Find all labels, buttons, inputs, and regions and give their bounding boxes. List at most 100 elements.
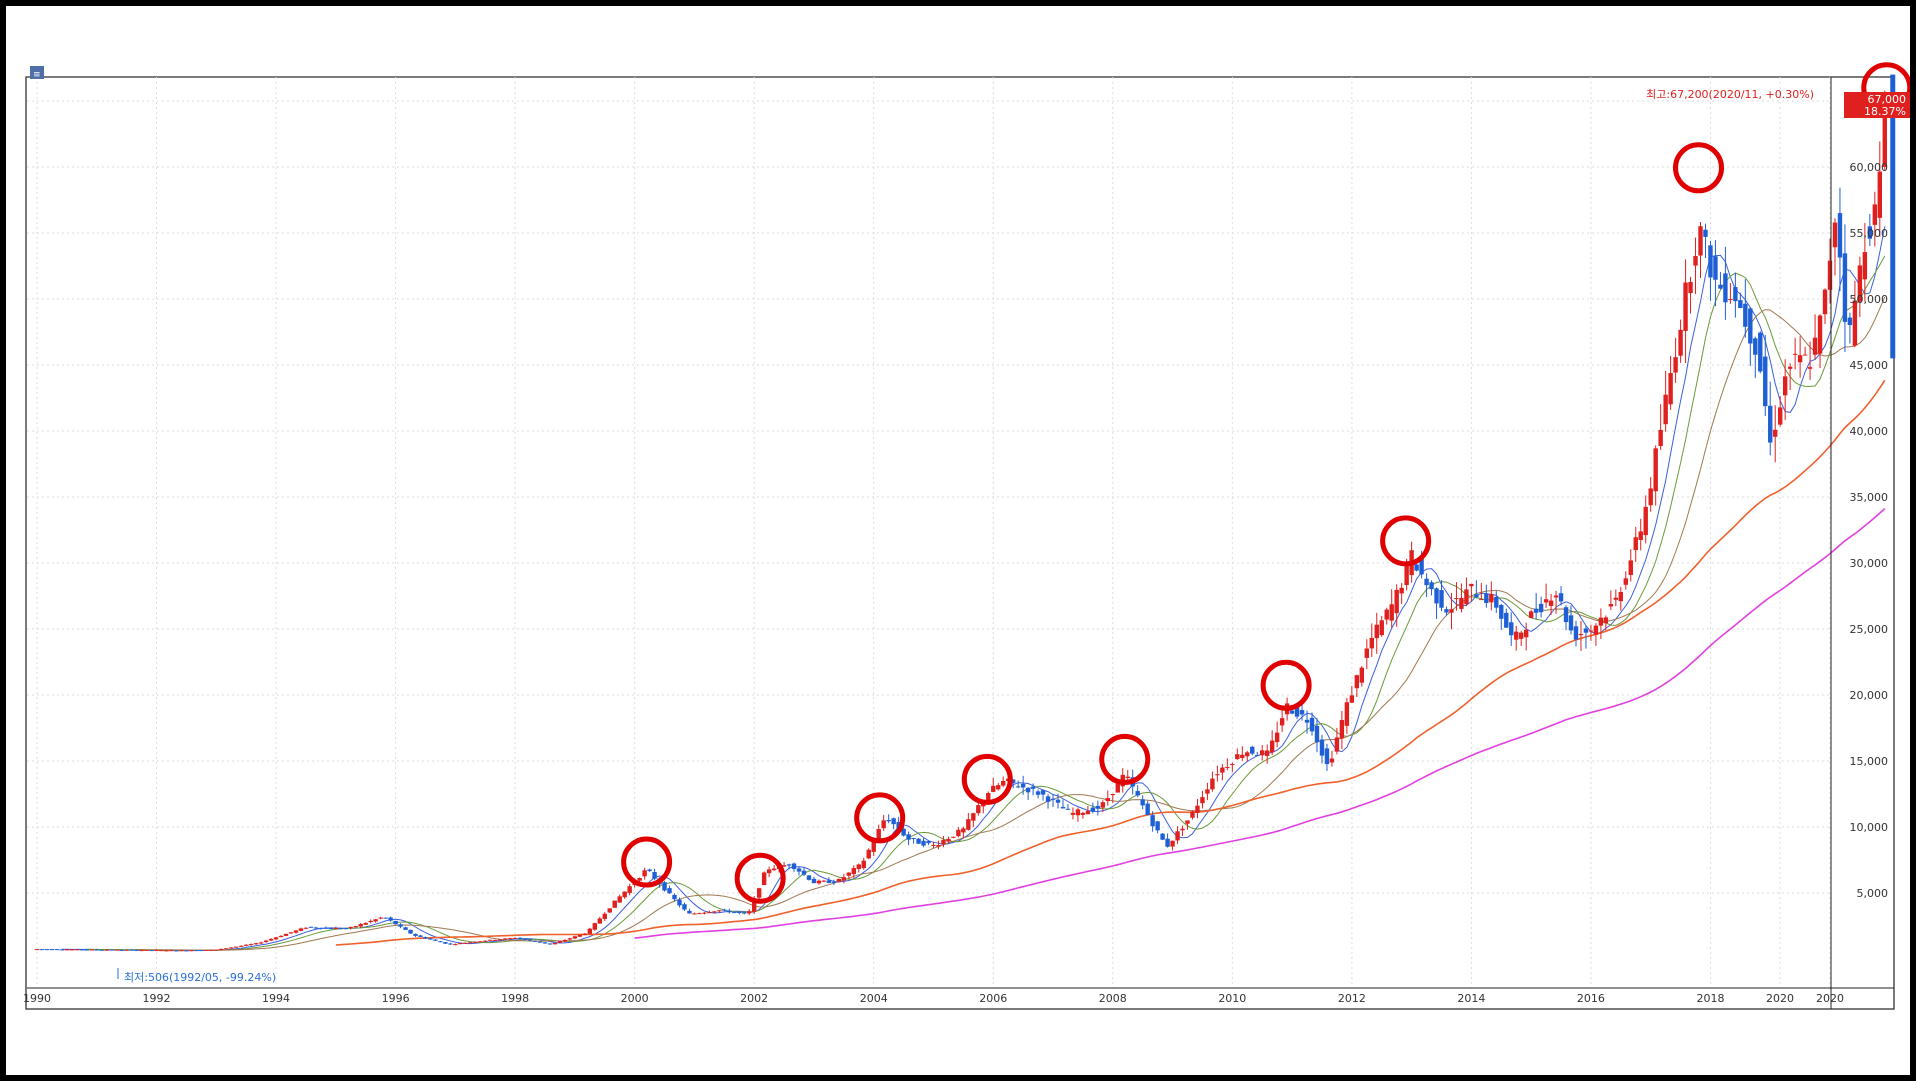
candle-body xyxy=(941,839,946,845)
candle-body xyxy=(438,941,443,943)
candle-body xyxy=(1050,798,1056,800)
high-annotation: 최고:67,200(2020/11, +0.30%) xyxy=(1646,88,1814,101)
candle-body xyxy=(1220,767,1225,773)
candle-body xyxy=(1339,720,1345,739)
candle-body xyxy=(1698,226,1703,256)
candle-body xyxy=(1260,750,1265,756)
candle-body xyxy=(1474,594,1479,598)
candle-body xyxy=(258,942,264,944)
candle-body xyxy=(1145,803,1150,815)
candle-body xyxy=(89,949,94,951)
candle-body xyxy=(597,918,602,924)
candle-body xyxy=(1603,617,1609,624)
candle-body xyxy=(1429,582,1434,590)
candle-body xyxy=(1733,287,1738,302)
candle-body xyxy=(702,912,707,914)
candle-body xyxy=(1812,337,1818,355)
candle-body xyxy=(861,860,866,869)
candle-body xyxy=(851,868,856,875)
candle-body xyxy=(1180,828,1185,831)
candle-body xyxy=(1394,589,1399,614)
candle-body xyxy=(144,949,149,951)
candle-body xyxy=(1105,798,1111,802)
y-tick-label: 30,000 xyxy=(1850,557,1889,570)
candle-body xyxy=(1100,802,1106,808)
candle-body xyxy=(1718,284,1723,289)
candle-body xyxy=(961,828,966,833)
candle-body xyxy=(1185,820,1190,824)
x-tick-label: 1992 xyxy=(143,992,171,1005)
candle-body xyxy=(692,913,697,915)
candle-body xyxy=(1593,625,1599,635)
candle-body xyxy=(408,929,413,934)
candle-body xyxy=(1010,779,1016,783)
x-tick-label: 2010 xyxy=(1218,992,1246,1005)
candle-body xyxy=(737,912,742,914)
candle-body xyxy=(1703,229,1708,237)
candle-body xyxy=(1125,776,1130,779)
candle-body xyxy=(811,878,817,884)
candle-body xyxy=(273,937,279,940)
x-tick-label: 2002 xyxy=(740,992,768,1005)
candle-body xyxy=(1210,778,1215,790)
candle-body xyxy=(821,880,827,882)
candle-body xyxy=(1060,806,1066,809)
candle-body xyxy=(313,927,319,929)
candle-body xyxy=(562,939,568,942)
y-tick-label: 15,000 xyxy=(1850,755,1889,768)
candle-body xyxy=(1115,781,1120,793)
candle-body xyxy=(293,930,299,933)
candle-body xyxy=(1553,595,1559,598)
candle-body xyxy=(1533,608,1539,613)
settings-icon[interactable] xyxy=(30,66,44,79)
candle-body xyxy=(747,911,752,914)
candle-body xyxy=(1035,791,1041,795)
candle-body xyxy=(238,945,244,947)
candle-body xyxy=(517,937,523,939)
candle-body xyxy=(1648,488,1653,506)
candle-body xyxy=(1414,564,1419,571)
candle-body xyxy=(1205,789,1210,794)
candle-body xyxy=(1514,631,1519,640)
x-tick-label: 2012 xyxy=(1338,992,1366,1005)
candle-body xyxy=(1688,281,1693,294)
candle-body xyxy=(1862,252,1868,280)
candle-body xyxy=(1374,624,1379,639)
peak-marker xyxy=(961,753,1013,805)
candle-body xyxy=(159,950,164,952)
candle-body xyxy=(94,949,99,951)
candle-body xyxy=(1489,593,1494,603)
y-tick-label: 5,000 xyxy=(1857,887,1889,900)
candle-body xyxy=(1802,354,1808,356)
candle-body xyxy=(1758,332,1763,372)
candle-body xyxy=(682,904,687,910)
candle-body xyxy=(667,888,672,894)
candle-body xyxy=(1479,599,1484,601)
candle-body xyxy=(1568,615,1574,631)
candle-body xyxy=(1573,626,1579,640)
candle-body xyxy=(1827,260,1833,290)
candle-body xyxy=(722,909,727,911)
candle-body xyxy=(1773,429,1778,437)
candle-body xyxy=(224,948,229,950)
candle-body xyxy=(368,920,373,923)
candle-body xyxy=(1264,750,1270,756)
candle-body xyxy=(1807,367,1813,369)
x-tick-label: 1994 xyxy=(262,992,290,1005)
y-tick-label: 60,000 xyxy=(1850,161,1889,174)
low-annotation: 최저:506(1992/05, -99.24%) xyxy=(124,971,276,984)
candle-body xyxy=(956,829,961,837)
candle-body xyxy=(1623,578,1628,585)
y-tick-label: 25,000 xyxy=(1850,623,1889,636)
candle-body xyxy=(433,939,438,941)
candle-body xyxy=(363,922,368,925)
candle-body xyxy=(1638,531,1643,540)
candle-body xyxy=(931,844,936,846)
candle-body xyxy=(886,820,891,822)
candle-body xyxy=(572,936,578,939)
candle-body xyxy=(1090,807,1096,812)
candle-body xyxy=(1015,786,1021,788)
candle-body xyxy=(1708,245,1713,278)
moving-average-line xyxy=(136,296,1886,951)
candle-body xyxy=(761,872,767,885)
